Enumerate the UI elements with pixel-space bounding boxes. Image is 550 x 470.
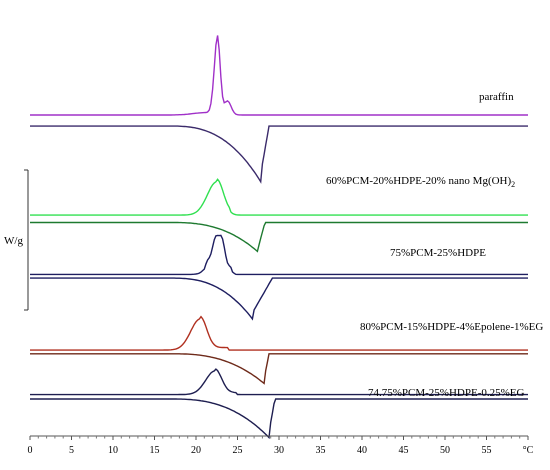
label-series-4: 80%PCM-15%HDPE-4%Epolene-1%EG [360, 321, 543, 333]
x-tick-label: 5 [69, 445, 74, 456]
label-series-3: 75%PCM-25%HDPE [390, 247, 486, 259]
x-tick-label: 15 [150, 445, 160, 456]
series-5-heating-line [30, 398, 528, 440]
series-2-heating-line [30, 221, 528, 253]
series-4-cooling-line [30, 315, 528, 351]
series-1-cooling-line [30, 35, 528, 116]
x-tick-label: 50 [440, 445, 450, 456]
curve-labels: paraffin 60%PCM-20%HDPE-20% nano Mg(OH)2… [326, 91, 543, 399]
y-axis-label: W/g [4, 235, 23, 247]
series-1-heating-line [30, 125, 528, 184]
x-axis: 0 5 10 15 20 25 30 35 40 45 50 55 °C [28, 435, 534, 456]
x-tick-label: 55 [482, 445, 492, 456]
label-paraffin: paraffin [479, 91, 514, 103]
x-tick-label: 45 [399, 445, 409, 456]
x-tick-label: 20 [191, 445, 201, 456]
x-tick-label: °C [523, 445, 534, 456]
curves-group [30, 35, 528, 440]
y-scale-bar: W/g [4, 169, 29, 311]
x-tick-label: 30 [274, 445, 284, 456]
x-tick-label: 0 [28, 445, 33, 456]
x-tick-label: 35 [316, 445, 326, 456]
series-4-heating-line [30, 353, 528, 385]
x-tick-label: 25 [233, 445, 243, 456]
series-3-heating-line [30, 277, 528, 321]
x-tick-label: 40 [357, 445, 367, 456]
x-tick-label: 10 [108, 445, 118, 456]
series-2-cooling-line [30, 178, 528, 216]
label-series-2: 60%PCM-20%HDPE-20% nano Mg(OH)2 [326, 175, 515, 189]
series-5-cooling-line [30, 368, 528, 396]
label-series-5: 74.75%PCM-25%HDPE-0.25%EG [368, 387, 524, 399]
label-series-2-subscript: 2 [511, 180, 515, 189]
series-3-cooling-line [30, 234, 528, 276]
label-series-2-main: 60%PCM-20%HDPE-20% nano Mg(OH) [326, 175, 511, 187]
